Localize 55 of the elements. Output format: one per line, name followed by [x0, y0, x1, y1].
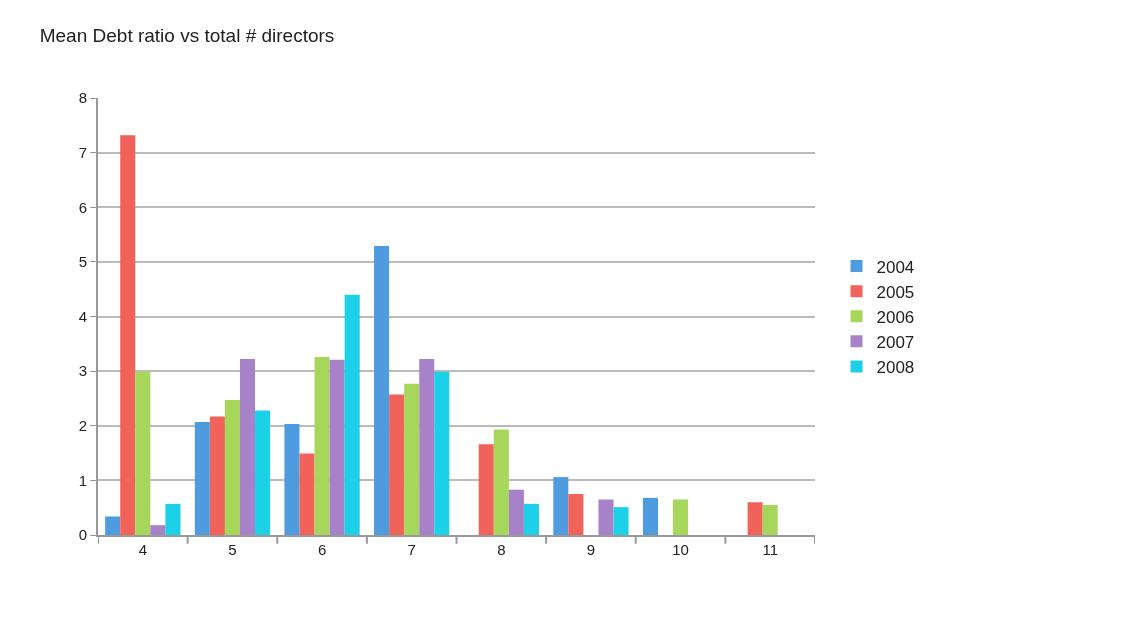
- x-tick-label: 6: [317, 541, 327, 558]
- y-tick-label: 8: [78, 89, 87, 107]
- legend-label: 2006: [876, 307, 915, 327]
- legend-label: 2004: [876, 257, 915, 277]
- bar: [419, 359, 435, 535]
- x-tick-label: 7: [407, 541, 416, 558]
- x-tick-label: 4: [138, 541, 147, 558]
- y-tick-label: 6: [78, 198, 87, 216]
- bar: [613, 507, 629, 535]
- y-tick-label: 3: [78, 362, 87, 380]
- bar: [224, 400, 240, 535]
- bar: [209, 416, 225, 535]
- chart-title: Mean Debt ratio vs total # directors: [39, 25, 335, 47]
- y-tick-label: 5: [78, 253, 87, 271]
- bar: [374, 246, 390, 535]
- x-tick-label: 9: [586, 541, 596, 558]
- bar: [255, 410, 271, 535]
- y-tick-label: 0: [78, 526, 87, 544]
- bar: [478, 444, 494, 535]
- bar: [568, 494, 584, 535]
- bar: [105, 516, 121, 535]
- legend-label: 2008: [876, 358, 915, 378]
- legend-label: 2007: [876, 332, 915, 352]
- bar: [239, 359, 256, 535]
- bar: [135, 371, 151, 535]
- y-tick-label: 7: [78, 143, 87, 161]
- bar: [194, 421, 210, 535]
- bar: [389, 394, 405, 535]
- bar: [344, 294, 360, 535]
- bar: [553, 477, 569, 535]
- legend-label: 2005: [876, 282, 915, 302]
- bar: [747, 502, 763, 535]
- bar: [523, 503, 539, 535]
- bar: [642, 497, 658, 535]
- bar: [673, 499, 689, 535]
- bar: [284, 424, 300, 535]
- y-tick-label: 2: [78, 417, 87, 434]
- bar: [314, 356, 330, 535]
- bar: [329, 359, 345, 535]
- x-tick-label: 11: [762, 541, 778, 558]
- y-tick-label: 1: [78, 471, 87, 489]
- bar: [165, 503, 181, 535]
- bar: [508, 489, 524, 535]
- bar: [120, 135, 136, 535]
- x-tick-label: 10: [672, 541, 689, 558]
- bar: [299, 453, 315, 535]
- bar: [598, 499, 614, 535]
- x-tick-label: 8: [497, 541, 506, 558]
- bar: [493, 429, 509, 535]
- x-tick-label: 5: [228, 541, 237, 558]
- bar: [762, 504, 778, 535]
- bar: [434, 371, 450, 535]
- bar: [404, 383, 420, 535]
- y-tick-label: 4: [78, 307, 87, 325]
- bar: [150, 525, 166, 535]
